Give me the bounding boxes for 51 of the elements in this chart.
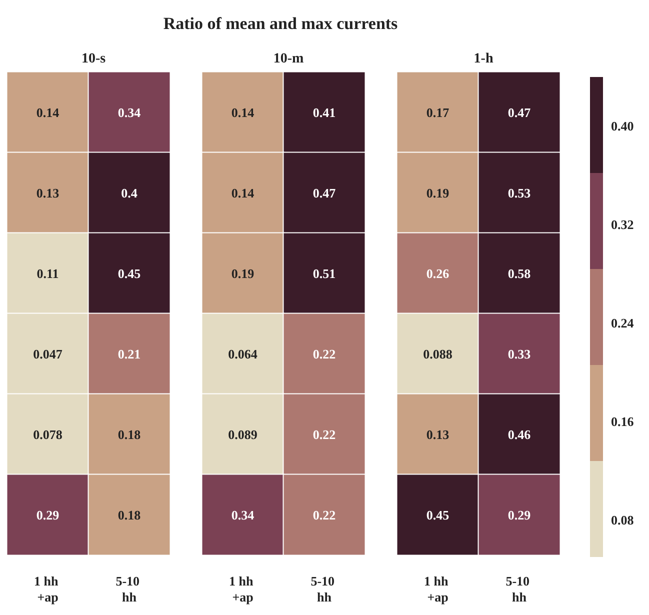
color-bar-label: 0.32 — [611, 217, 634, 232]
chart-subtitle: 10-m — [273, 52, 304, 66]
data-label: 0.34 — [231, 507, 255, 522]
x-tick-label: 1 hh +ap — [424, 574, 452, 604]
data-label: 0.078 — [33, 426, 63, 442]
x-tick-label: 5-10 hh — [116, 574, 143, 604]
color-bar-label: 0.24 — [611, 316, 634, 331]
data-label: 0.11 — [36, 266, 59, 281]
data-label: 0.19 — [426, 185, 450, 200]
data-label: 0.14 — [231, 185, 255, 200]
data-label: 0.58 — [508, 266, 532, 281]
chart-title: Ratio of mean and max currents — [163, 14, 398, 33]
chart-subtitle: 1-h — [474, 52, 494, 66]
data-label: 0.19 — [231, 266, 255, 281]
data-label: 0.45 — [118, 266, 142, 281]
data-label: 0.47 — [508, 104, 532, 120]
data-label: 0.18 — [118, 426, 142, 442]
data-label: 0.047 — [33, 346, 63, 362]
data-label: 0.29 — [508, 507, 532, 522]
data-label: 0.26 — [426, 266, 450, 281]
data-label: 0.14 — [231, 104, 255, 120]
data-label: 0.088 — [423, 346, 453, 362]
data-label: 0.46 — [508, 426, 532, 442]
x-tick-label: 5-10 hh — [506, 574, 533, 604]
data-label: 0.064 — [228, 346, 258, 362]
data-label: 0.21 — [118, 346, 141, 362]
x-tick-label: 1 hh +ap — [229, 574, 256, 604]
x-tick-label: 1 hh +ap — [34, 574, 62, 604]
color-bar-label: 0.40 — [611, 118, 634, 134]
data-label: 0.29 — [36, 507, 60, 522]
data-label: 0.17 — [426, 104, 450, 120]
data-label: 0.18 — [118, 507, 142, 522]
data-label: 0.53 — [508, 185, 532, 200]
data-label: 0.22 — [312, 426, 336, 442]
data-label: 0.47 — [312, 185, 336, 200]
data-label: 0.51 — [312, 266, 336, 281]
data-label: 0.22 — [312, 507, 336, 522]
data-label: 0.33 — [508, 346, 532, 362]
data-label: 0.13 — [36, 185, 60, 200]
x-tick-label: 5-10 hh — [310, 574, 338, 604]
data-label: 0.45 — [426, 507, 450, 522]
data-label: 0.22 — [312, 346, 336, 362]
data-label: 0.41 — [312, 104, 336, 120]
chart-subtitle: 10-s — [81, 52, 106, 66]
color-bar-label: 0.08 — [611, 512, 634, 528]
data-label: 0.089 — [228, 426, 258, 442]
data-label: 0.14 — [36, 104, 60, 120]
data-label: 0.34 — [118, 104, 142, 120]
data-label: 0.13 — [426, 426, 450, 442]
data-label: 0.4 — [121, 185, 138, 200]
color-bar-label: 0.16 — [611, 414, 634, 430]
